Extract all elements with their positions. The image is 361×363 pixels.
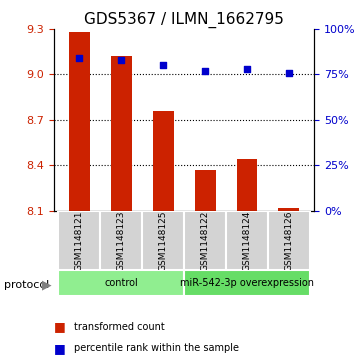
Point <box>160 62 166 68</box>
Text: miR-542-3p overexpression: miR-542-3p overexpression <box>180 278 314 288</box>
Text: GSM1148123: GSM1148123 <box>117 210 126 271</box>
Bar <box>69 32 90 211</box>
Text: ■: ■ <box>54 320 66 333</box>
FancyBboxPatch shape <box>100 211 142 270</box>
FancyBboxPatch shape <box>184 270 310 296</box>
Text: transformed count: transformed count <box>74 322 165 332</box>
Point <box>77 55 82 61</box>
FancyBboxPatch shape <box>58 270 184 296</box>
Text: GSM1148125: GSM1148125 <box>158 210 168 271</box>
Point <box>118 57 124 63</box>
Text: GSM1148124: GSM1148124 <box>243 210 252 271</box>
Text: GSM1148122: GSM1148122 <box>201 210 210 271</box>
Text: percentile rank within the sample: percentile rank within the sample <box>74 343 239 354</box>
Text: GSM1148121: GSM1148121 <box>75 210 84 271</box>
Bar <box>236 159 257 211</box>
FancyBboxPatch shape <box>184 211 226 270</box>
Bar <box>278 208 299 211</box>
Text: control: control <box>104 278 138 288</box>
Text: ■: ■ <box>54 342 66 355</box>
Point <box>286 70 292 76</box>
Text: ▶: ▶ <box>42 278 51 291</box>
Bar <box>153 111 174 211</box>
Bar <box>195 170 216 211</box>
FancyBboxPatch shape <box>58 211 100 270</box>
FancyBboxPatch shape <box>268 211 310 270</box>
Point <box>244 66 250 72</box>
Text: GSM1148126: GSM1148126 <box>284 210 293 271</box>
Title: GDS5367 / ILMN_1662795: GDS5367 / ILMN_1662795 <box>84 12 284 28</box>
FancyBboxPatch shape <box>226 211 268 270</box>
FancyBboxPatch shape <box>142 211 184 270</box>
Point <box>202 68 208 74</box>
Text: protocol: protocol <box>4 280 49 290</box>
Bar <box>111 56 132 211</box>
